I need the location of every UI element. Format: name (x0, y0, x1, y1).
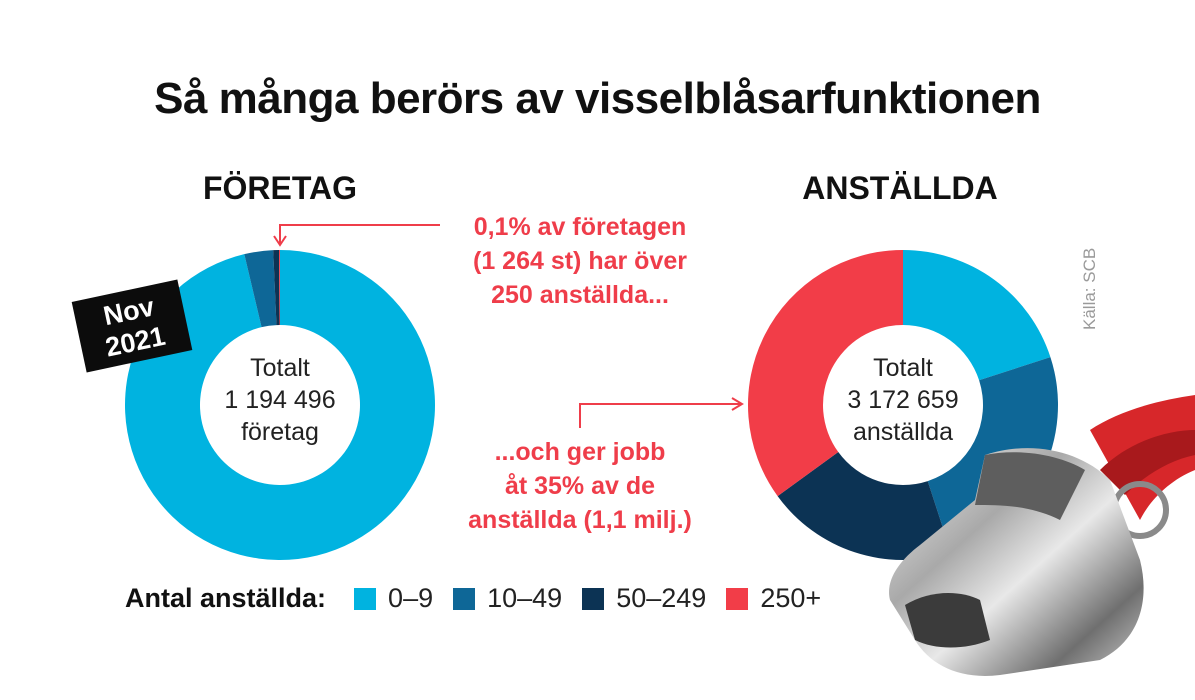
legend-item: 250+ (726, 583, 827, 614)
center-label-line: Totalt (250, 354, 310, 382)
legend-swatch (453, 587, 476, 610)
legend-item: 50–249 (582, 583, 712, 614)
donut-slice-0-9 (903, 250, 1051, 381)
whistle-image (889, 395, 1195, 676)
center-label-line: Totalt (873, 354, 933, 382)
donut-center-label-anstallda: Totalt 3 172 659 anställda (803, 352, 1003, 448)
annotation-line: 250 anställda... (491, 281, 669, 309)
annotation-line: (1 264 st) har över (473, 247, 687, 275)
legend-swatch (726, 587, 749, 610)
chart-title-anstallda: ANSTÄLLDA (802, 170, 998, 206)
annotation-line: anställda (1,1 milj.) (468, 506, 692, 534)
legend-item: 0–9 (354, 583, 439, 614)
annotation-line: 0,1% av företagen (473, 213, 687, 241)
center-label-line: företag (241, 418, 319, 446)
annotation-line: åt 35% av de (504, 472, 656, 500)
donut-chart-foretag (124, 250, 435, 560)
annotation-top: 0,1% av företagen (1 264 st) har över 25… (420, 210, 740, 312)
donut-slice-10-49 (244, 250, 277, 328)
legend-swatch (582, 587, 605, 610)
center-total-value: 1 194 496 (224, 386, 336, 414)
legend-swatch (354, 587, 377, 610)
donut-slice-250+ (748, 250, 903, 497)
legend-items: 0–9 10–49 50–249 250+ (340, 583, 827, 614)
donut-slice-50-249 (273, 250, 280, 326)
annotation-bottom: ...och ger jobb åt 35% av de anställda (… (420, 435, 740, 537)
annotation-line: ...och ger jobb (494, 438, 666, 466)
source-credit: Källa: SCB (1080, 247, 1099, 330)
legend-label: 0–9 (388, 583, 434, 613)
donut-center-label-foretag: Totalt 1 194 496 företag (180, 352, 380, 448)
chart-title-foretag: FÖRETAG (202, 170, 358, 206)
legend-label: 250+ (760, 583, 822, 613)
donut-slice-250+ (279, 250, 280, 326)
donut-slice-50-249 (777, 452, 951, 560)
donut-slice-0-9 (124, 250, 435, 560)
legend-label: 10–49 (487, 583, 563, 613)
arrow-bottom (579, 397, 744, 428)
center-label-line: anställda (852, 418, 954, 446)
center-total-value: 3 172 659 (847, 386, 959, 414)
legend: Antal anställda: 0–9 10–49 50–249 250+ (125, 583, 827, 614)
legend-item: 10–49 (453, 583, 568, 614)
legend-label: 50–249 (616, 583, 707, 613)
arrow-top (273, 224, 440, 247)
page-title: Så många berörs av visselblåsarfunktione… (154, 74, 1041, 123)
legend-title: Antal anställda: (125, 583, 327, 613)
